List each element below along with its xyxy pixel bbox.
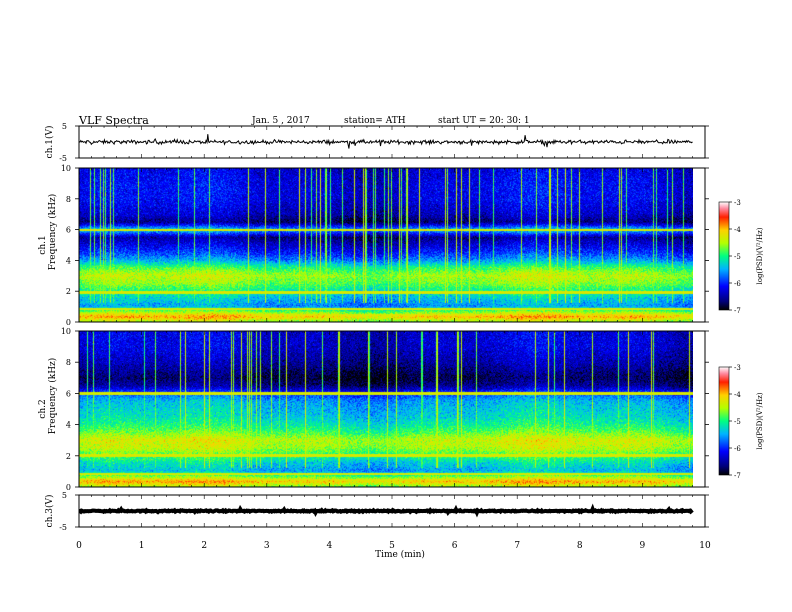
ytick-label: 8 xyxy=(66,358,71,367)
xtick-label: 7 xyxy=(514,541,520,551)
xtick-label: 9 xyxy=(640,541,646,551)
ch1-waveform-panel: -5 5 ch.1(V) xyxy=(44,122,709,163)
xtick-label: 8 xyxy=(577,541,583,551)
ytick-label: 2 xyxy=(66,287,71,296)
ytick-label: 5 xyxy=(62,122,67,131)
time-axis-label: Time (min) xyxy=(375,549,425,560)
header-start-time: start UT = 20: 30: 1 xyxy=(438,116,530,126)
ch1-colorbar-label: log(PSD)(V²/Hz) xyxy=(756,227,764,284)
ch3-waveform-trace xyxy=(78,503,694,518)
colorbar-tick-label: -5 xyxy=(734,418,741,426)
header-station: station= ATH xyxy=(344,116,406,126)
ch2-colorbar-scale xyxy=(718,366,730,476)
ch1-spectrogram-image xyxy=(79,168,693,322)
ytick-label: 6 xyxy=(66,389,71,398)
ytick-label: 0 xyxy=(66,318,71,327)
header-date: Jan. 5 , 2017 xyxy=(251,116,310,126)
xtick-label: 6 xyxy=(452,541,458,551)
ytick-label: 2 xyxy=(66,452,71,461)
ytick-label: 4 xyxy=(66,421,71,430)
xtick-label: 0 xyxy=(76,541,82,551)
ytick-label: -5 xyxy=(59,523,67,532)
ytick-label: -5 xyxy=(59,154,67,163)
ch2-spectrogram-ylabel-frequency: Frequency (kHz) xyxy=(47,358,58,435)
wave1-line xyxy=(78,134,693,149)
wave3-line xyxy=(78,503,694,518)
ch1-colorbar-scale xyxy=(718,201,730,311)
colorbar-tick-label: -5 xyxy=(734,253,741,261)
ch1-spectrogram-panel: 0 2 4 6 8 10 ch.1 Frequency (kHz) xyxy=(38,164,709,327)
ch2-colorbar-label: log(PSD)(V²/Hz) xyxy=(756,392,764,449)
ch1-colorbar: -3 -4 -5 -6 -7 log(PSD)(V²/Hz) xyxy=(718,199,764,315)
colorbar-tick-label: -4 xyxy=(734,391,741,399)
xtick-label: 2 xyxy=(201,541,207,551)
colorbar-tick-label: -3 xyxy=(734,199,741,207)
ch2-colorbar: -3 -4 -5 -6 -7 log(PSD)(V²/Hz) xyxy=(718,364,764,480)
colorbar-tick-label: -6 xyxy=(734,280,741,288)
ytick-label: 6 xyxy=(66,226,71,235)
xtick-label: 10 xyxy=(699,541,711,551)
colorbar-tick-label: -4 xyxy=(734,226,741,234)
xtick-label: 5 xyxy=(389,541,395,551)
ytick-label: 10 xyxy=(61,327,71,336)
ch1-spectrogram-ylabel-channel: ch.1 xyxy=(38,235,48,254)
ch1-waveform-ylabel: ch.1(V) xyxy=(44,126,55,159)
figure-title: VLF Spectra xyxy=(78,114,149,127)
ch2-spectrogram-panel: 0 2 4 6 8 10 ch.2 Frequency (kHz) xyxy=(38,327,709,492)
ch3-waveform-yticks: -5 5 xyxy=(59,491,709,532)
ytick-label: 0 xyxy=(66,483,71,492)
colorbar-tick-label: -3 xyxy=(734,364,741,372)
ch1-waveform-yticks: -5 5 xyxy=(59,122,709,163)
ch3-waveform-ylabel: ch.3(V) xyxy=(44,495,55,528)
ch1-spectrogram-ylabel-frequency: Frequency (kHz) xyxy=(47,194,58,271)
colorbar-tick-label: -7 xyxy=(734,307,741,315)
ch2-colorbar-ticks: -3 -4 -5 -6 -7 xyxy=(729,364,741,480)
ytick-label: 5 xyxy=(62,491,67,500)
time-axis: 0 1 2 3 4 5 6 7 8 9 10 xyxy=(76,126,711,551)
ch3-waveform-panel: -5 5 ch.3(V) xyxy=(44,491,709,532)
ch2-spectrogram-image xyxy=(79,331,693,487)
colorbar-tick-label: -6 xyxy=(734,445,741,453)
xtick-label: 3 xyxy=(264,541,270,551)
ytick-label: 8 xyxy=(66,195,71,204)
ytick-label: 4 xyxy=(66,256,71,265)
colorbar-tick-label: -7 xyxy=(734,472,741,480)
ch1-colorbar-ticks: -3 -4 -5 -6 -7 xyxy=(729,199,741,315)
xtick-label: 4 xyxy=(327,541,333,551)
ytick-label: 10 xyxy=(61,164,71,173)
ch1-waveform-trace xyxy=(78,134,693,149)
ch2-frequency-ticks: 0 2 4 6 8 10 xyxy=(61,327,709,492)
xtick-label: 1 xyxy=(139,541,145,551)
ch2-spectrogram-ylabel-channel: ch.2 xyxy=(38,399,48,418)
ch1-frequency-ticks: 0 2 4 6 8 10 xyxy=(61,164,709,327)
